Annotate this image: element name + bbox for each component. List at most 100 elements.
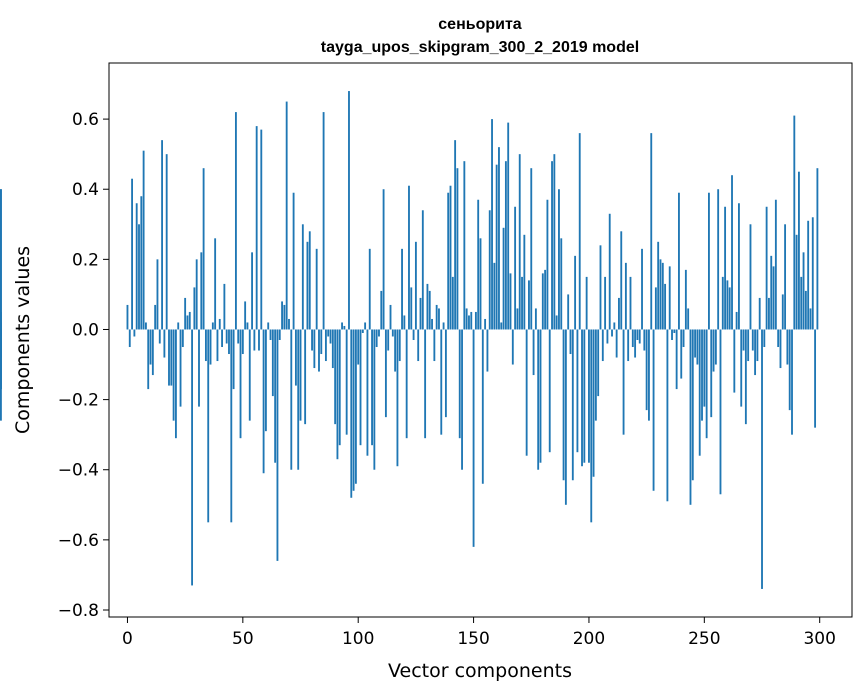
bar	[680, 329, 683, 379]
bar	[629, 276, 632, 330]
bar	[168, 329, 170, 386]
bar	[313, 329, 316, 369]
bar	[634, 329, 637, 358]
bar	[145, 322, 147, 330]
bar	[292, 192, 295, 330]
bar	[793, 115, 796, 330]
bar	[461, 329, 463, 470]
bar	[814, 329, 817, 428]
bar	[721, 276, 724, 330]
bar	[198, 329, 200, 407]
bar	[315, 248, 318, 330]
bar	[320, 329, 323, 355]
x-tick-label: 50	[232, 629, 254, 649]
bar	[431, 318, 433, 330]
bar	[731, 175, 733, 330]
bar	[179, 329, 182, 407]
bar	[207, 329, 210, 523]
bar	[387, 329, 390, 351]
bar	[419, 297, 422, 330]
bar	[401, 248, 403, 330]
bar	[281, 301, 283, 330]
bar	[433, 329, 436, 362]
bar	[248, 329, 251, 421]
plot-frame	[108, 62, 853, 618]
bar	[195, 259, 198, 330]
bar	[740, 329, 743, 407]
bar	[544, 269, 547, 330]
bar	[652, 329, 655, 491]
x-tick-label: 300	[803, 629, 835, 649]
bar	[131, 178, 133, 330]
bar	[498, 147, 500, 330]
bar	[253, 329, 256, 351]
bar	[528, 280, 530, 330]
bar	[258, 329, 260, 351]
bar	[507, 122, 510, 330]
bar	[645, 329, 648, 411]
bar	[410, 287, 413, 330]
bar	[354, 329, 357, 484]
bar	[546, 199, 549, 330]
bar	[138, 224, 140, 330]
y-tick-label: −0.6	[58, 531, 99, 551]
bar	[588, 329, 590, 463]
bar	[451, 276, 454, 330]
bar	[216, 329, 219, 362]
bar	[687, 308, 690, 330]
bar	[394, 329, 397, 372]
bar	[428, 290, 431, 330]
bar	[795, 234, 798, 330]
bar	[336, 329, 339, 460]
bar	[264, 329, 267, 432]
bar	[747, 329, 750, 362]
bar	[327, 329, 330, 337]
y-tick-label: 0.2	[72, 250, 99, 270]
bar	[675, 329, 678, 390]
bar	[500, 322, 503, 330]
bar	[154, 304, 157, 330]
bar	[361, 329, 364, 333]
bar	[472, 329, 475, 547]
x-tick-label: 250	[688, 629, 720, 649]
bar	[417, 329, 420, 362]
x-tick-label: 150	[457, 629, 489, 649]
bar	[322, 112, 325, 330]
chart-subtitle: tayga_upos_skipgram_300_2_2019 model	[321, 39, 639, 56]
bar	[301, 224, 304, 330]
bar	[608, 213, 611, 330]
bar	[479, 238, 482, 330]
bar	[691, 329, 694, 481]
bar	[414, 241, 417, 330]
bar	[684, 269, 687, 330]
bar	[274, 329, 277, 463]
bar	[659, 259, 662, 330]
bar	[334, 329, 337, 425]
x-tick-label: 200	[573, 629, 605, 649]
bar	[638, 329, 641, 344]
bar	[698, 329, 701, 456]
bar	[756, 329, 759, 362]
bar	[202, 168, 205, 330]
bar	[191, 329, 193, 586]
bar	[371, 329, 373, 446]
bar	[754, 329, 757, 376]
bar	[491, 119, 493, 330]
bar	[172, 329, 175, 421]
bar	[447, 192, 450, 330]
bar	[444, 329, 447, 418]
bar	[140, 196, 143, 330]
bar	[470, 311, 473, 330]
bar	[791, 329, 793, 435]
bar	[364, 322, 367, 330]
bar	[648, 329, 650, 421]
bar	[343, 325, 346, 330]
bar	[126, 304, 129, 330]
bar	[0, 189, 2, 330]
bar	[643, 329, 646, 351]
bar	[761, 329, 763, 589]
bar	[338, 329, 341, 446]
bar	[165, 154, 168, 330]
bar	[442, 322, 445, 330]
bar	[594, 329, 597, 421]
